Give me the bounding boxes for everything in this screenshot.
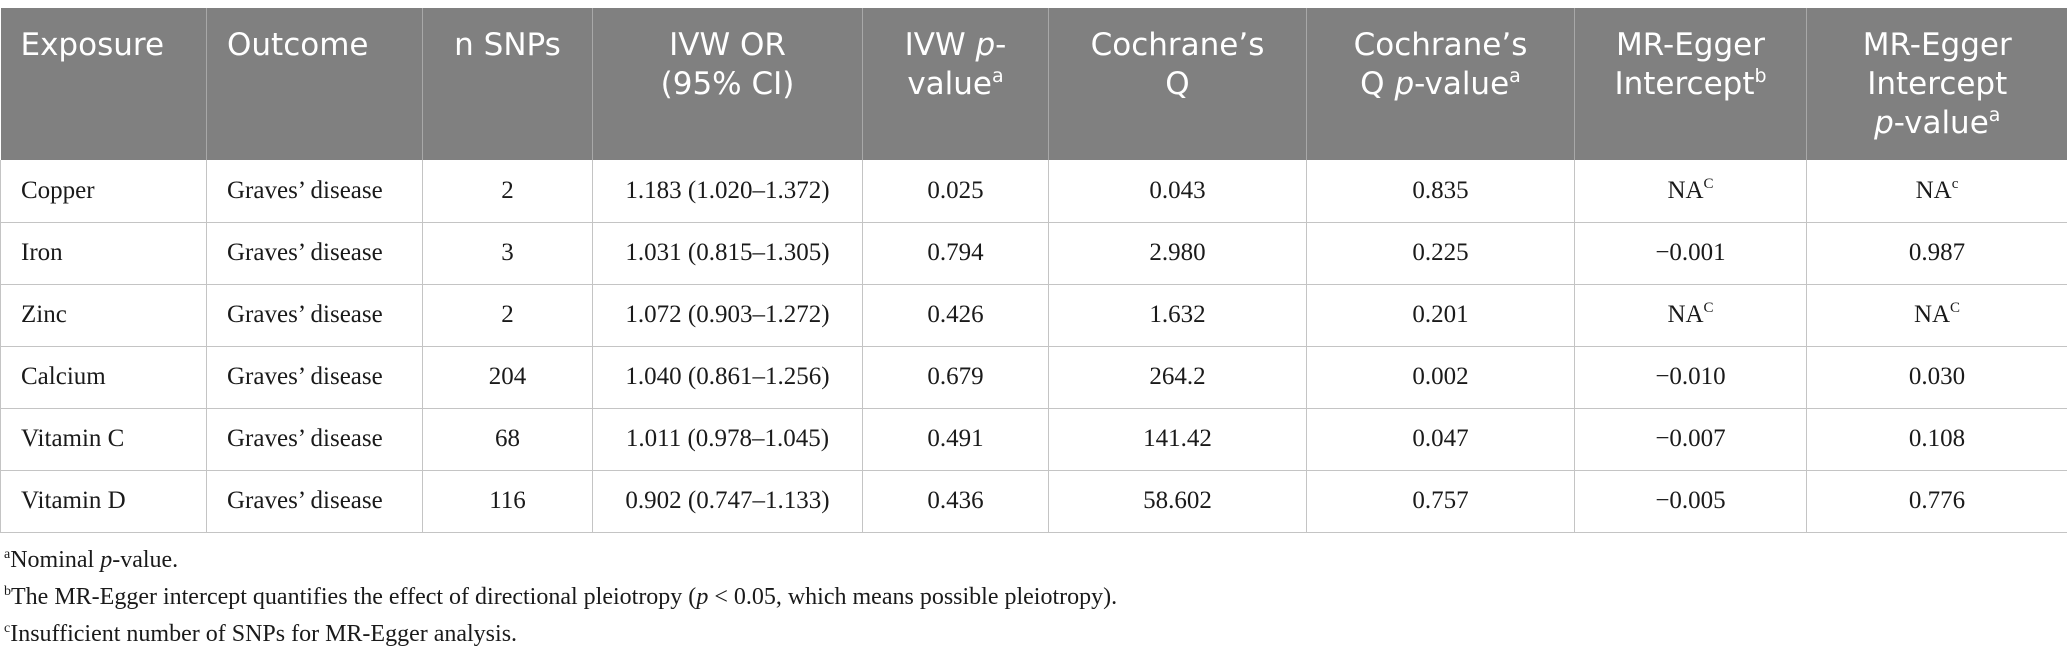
cell-cochranes-q: 1.632 xyxy=(1048,284,1307,347)
cell-cochranes-q: 2.980 xyxy=(1048,222,1307,285)
cell-outcome: Graves’ disease xyxy=(206,284,423,347)
cell-outcome: Graves’ disease xyxy=(206,408,423,471)
cell-exposure: Iron xyxy=(0,222,207,285)
cell-outcome: Graves’ disease xyxy=(206,346,423,409)
cell-n-snps: 204 xyxy=(422,346,593,409)
cell-outcome: Graves’ disease xyxy=(206,160,423,223)
cell-egger-p: 0.030 xyxy=(1806,346,2067,409)
footnote-b: bThe MR-Egger intercept quantifies the e… xyxy=(4,584,1118,610)
header-cochranes-q: Cochrane’s Q xyxy=(1048,8,1307,160)
table-row: Vitamin D Graves’ disease 116 0.902 (0.7… xyxy=(0,470,2067,533)
table-row: Zinc Graves’ disease 2 1.072 (0.903–1.27… xyxy=(0,284,2067,347)
cell-cochranes-q: 58.602 xyxy=(1048,470,1307,533)
cell-n-snps: 2 xyxy=(422,284,593,347)
cell-ivw-or: 1.011 (0.978–1.045) xyxy=(592,408,863,471)
cell-cochranes-q: 0.043 xyxy=(1048,160,1307,223)
table-row: Vitamin C Graves’ disease 68 1.011 (0.97… xyxy=(0,408,2067,471)
cell-egger-p: NAC xyxy=(1806,284,2067,347)
cell-ivw-p: 0.426 xyxy=(862,284,1049,347)
header-ivw-p-value: IVW p-valuea xyxy=(862,8,1049,160)
table-row: Iron Graves’ disease 3 1.031 (0.815–1.30… xyxy=(0,222,2067,285)
cell-outcome: Graves’ disease xyxy=(206,222,423,285)
cell-egger-intercept: −0.005 xyxy=(1574,470,1807,533)
table-body: Copper Graves’ disease 2 1.183 (1.020–1.… xyxy=(0,160,2067,533)
header-mr-egger-intercept: MR-Egger Interceptb xyxy=(1574,8,1807,160)
cell-exposure: Vitamin D xyxy=(0,470,207,533)
cell-n-snps: 3 xyxy=(422,222,593,285)
cell-ivw-or: 1.031 (0.815–1.305) xyxy=(592,222,863,285)
cell-ivw-p: 0.436 xyxy=(862,470,1049,533)
table-footnotes: aNominal p-value. bThe MR-Egger intercep… xyxy=(4,542,1117,653)
header-exposure: Exposure xyxy=(0,8,207,160)
table-header: Exposure Outcome n SNPs IVW OR (95% CI) I… xyxy=(0,8,2067,160)
cell-egger-p: NAc xyxy=(1806,160,2067,223)
cell-ivw-p: 0.794 xyxy=(862,222,1049,285)
cell-cochranes-q: 264.2 xyxy=(1048,346,1307,409)
cell-egger-p: 0.987 xyxy=(1806,222,2067,285)
header-row: Exposure Outcome n SNPs IVW OR (95% CI) I… xyxy=(0,8,2067,160)
cell-cochranes-q-p: 0.201 xyxy=(1306,284,1575,347)
cell-ivw-or: 1.040 (0.861–1.256) xyxy=(592,346,863,409)
cell-egger-intercept: −0.001 xyxy=(1574,222,1807,285)
cell-cochranes-q: 141.42 xyxy=(1048,408,1307,471)
cell-ivw-p: 0.025 xyxy=(862,160,1049,223)
header-mr-egger-intercept-p-value: MR-Egger Intercept p-valuea xyxy=(1806,8,2067,160)
header-ivw-or: IVW OR (95% CI) xyxy=(592,8,863,160)
cell-ivw-or: 0.902 (0.747–1.133) xyxy=(592,470,863,533)
cell-n-snps: 2 xyxy=(422,160,593,223)
cell-exposure: Zinc xyxy=(0,284,207,347)
header-cochranes-q-p-value: Cochrane’s Q p-valuea xyxy=(1306,8,1575,160)
cell-egger-p: 0.776 xyxy=(1806,470,2067,533)
cell-outcome: Graves’ disease xyxy=(206,470,423,533)
cell-egger-intercept: NAC xyxy=(1574,160,1807,223)
cell-ivw-or: 1.183 (1.020–1.372) xyxy=(592,160,863,223)
cell-n-snps: 68 xyxy=(422,408,593,471)
cell-egger-intercept: −0.010 xyxy=(1574,346,1807,409)
cell-ivw-p: 0.679 xyxy=(862,346,1049,409)
cell-cochranes-q-p: 0.757 xyxy=(1306,470,1575,533)
cell-egger-p: 0.108 xyxy=(1806,408,2067,471)
footnote-a: aNominal p-value. xyxy=(4,547,179,573)
cell-cochranes-q-p: 0.047 xyxy=(1306,408,1575,471)
cell-cochranes-q-p: 0.835 xyxy=(1306,160,1575,223)
cell-cochranes-q-p: 0.225 xyxy=(1306,222,1575,285)
cell-exposure: Calcium xyxy=(0,346,207,409)
table-row: Copper Graves’ disease 2 1.183 (1.020–1.… xyxy=(0,160,2067,223)
table-row: Calcium Graves’ disease 204 1.040 (0.861… xyxy=(0,346,2067,409)
cell-exposure: Copper xyxy=(0,160,207,223)
cell-n-snps: 116 xyxy=(422,470,593,533)
cell-exposure: Vitamin C xyxy=(0,408,207,471)
cell-cochranes-q-p: 0.002 xyxy=(1306,346,1575,409)
header-outcome: Outcome xyxy=(206,8,423,160)
cell-egger-intercept: −0.007 xyxy=(1574,408,1807,471)
cell-egger-intercept: NAC xyxy=(1574,284,1807,347)
results-table: Exposure Outcome n SNPs IVW OR (95% CI) I… xyxy=(0,8,2067,533)
footnote-c: cInsufficient number of SNPs for MR-Egge… xyxy=(4,621,518,647)
header-n-snps: n SNPs xyxy=(422,8,593,160)
cell-ivw-or: 1.072 (0.903–1.272) xyxy=(592,284,863,347)
cell-ivw-p: 0.491 xyxy=(862,408,1049,471)
